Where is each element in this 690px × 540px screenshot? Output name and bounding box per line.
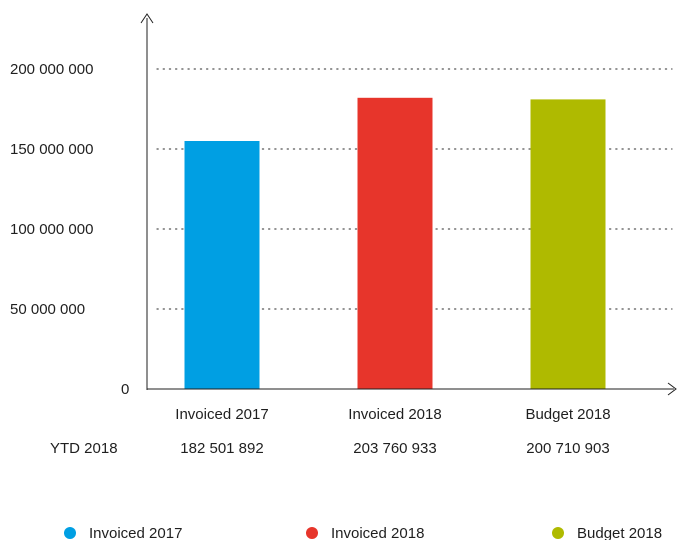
bar-invoiced-2017 [184,141,260,389]
legend: Invoiced 2017 Invoiced 2018 Budget 2018 [64,525,662,540]
x-category-labels: Invoiced 2017 Invoiced 2018 Budget 2018 [175,406,610,423]
x-category-label: Budget 2018 [525,406,610,423]
legend-swatch [64,527,76,539]
y-tick-label: 150 000 000 [10,141,93,158]
y-tick-labels: 0 50 000 000 100 000 000 150 000 000 200 000… [10,61,129,398]
y-tick-label: 100 000 000 [10,221,93,238]
y-axis-arrow [140,13,154,24]
x-category-label: Invoiced 2018 [348,406,441,423]
axes [140,13,677,396]
x-axis-arrow [667,382,677,396]
y-tick-label: 50 000 000 [10,301,85,318]
legend-item: Invoiced 2018 [306,525,424,540]
legend-label: Budget 2018 [577,525,662,540]
bar-invoiced-2018 [357,97,433,390]
legend-swatch [552,527,564,539]
ytd-row: YTD 2018 182 501 892 203 760 933 200 710 9… [50,440,610,457]
legend-item: Budget 2018 [552,525,662,540]
ytd-row-value: 203 760 933 [353,440,436,457]
bar-budget-2018 [530,99,606,390]
y-tick-label: 0 [121,381,129,398]
legend-swatch [306,527,318,539]
x-category-label: Invoiced 2017 [175,406,268,423]
legend-item: Invoiced 2017 [64,525,182,540]
y-tick-label: 200 000 000 [10,61,93,78]
bars [184,97,606,390]
legend-label: Invoiced 2017 [89,525,182,540]
ytd-row-value: 182 501 892 [180,440,263,457]
ytd-row-label: YTD 2018 [50,440,118,457]
ytd-row-value: 200 710 903 [526,440,609,457]
legend-label: Invoiced 2018 [331,525,424,540]
